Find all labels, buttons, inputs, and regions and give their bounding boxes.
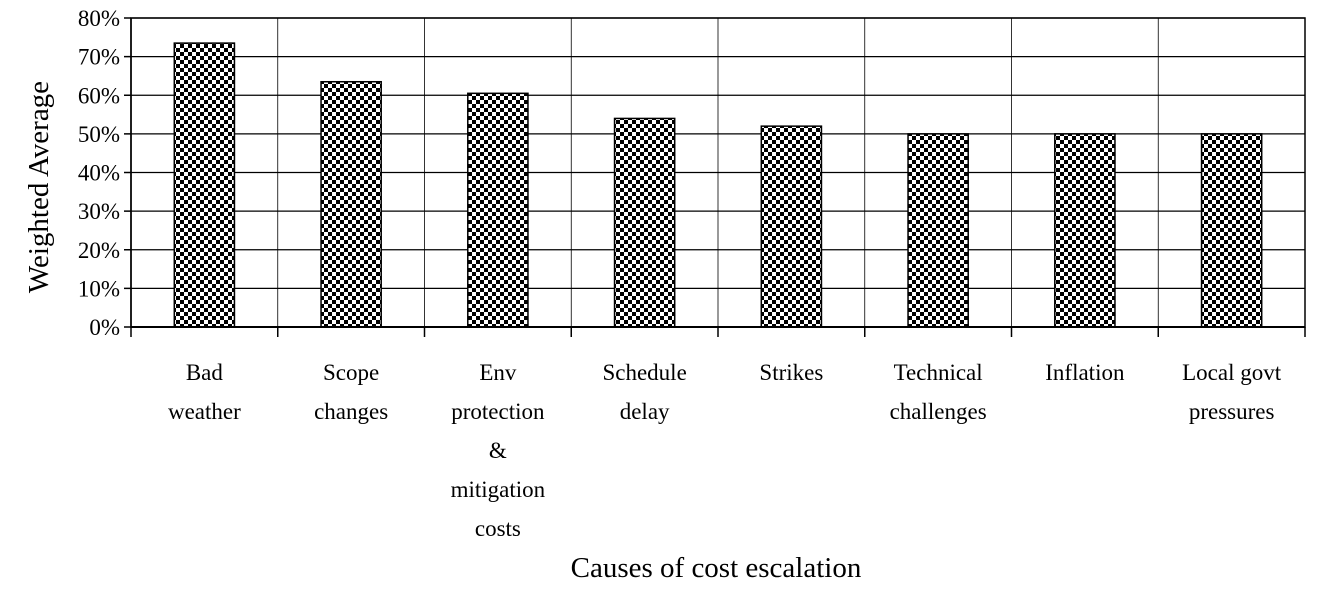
category-label: Bad weather: [168, 360, 241, 424]
category-label-line: mitigation: [451, 477, 546, 502]
bar: [907, 133, 969, 328]
y-tick-label: 30%: [78, 199, 120, 224]
bars: [173, 42, 1263, 328]
category-label: Scope changes: [314, 360, 388, 424]
category-label-line: Local govt: [1182, 360, 1282, 385]
category-label: Schedule delay: [602, 360, 686, 424]
gridlines: [131, 17, 1305, 327]
category-labels: Bad weather Scope changes Env protection & miti…: [168, 360, 1282, 541]
y-tick-label: 0%: [89, 315, 120, 340]
category-label-line: weather: [168, 399, 241, 424]
y-tick-label: 20%: [78, 238, 120, 263]
y-axis-title: Weighted Average: [23, 81, 55, 293]
category-label-line: Strikes: [759, 360, 823, 385]
y-tick-labels: 0% 10% 20% 30% 40% 50% 60% 70% 80%: [78, 6, 120, 340]
bar: [1054, 133, 1116, 328]
category-label-line: Inflation: [1045, 360, 1125, 385]
category-label: Local govt pressures: [1182, 360, 1282, 424]
category-label-line: Bad: [186, 360, 224, 385]
y-tick-label: 60%: [78, 83, 120, 108]
category-label-line: Env: [479, 360, 517, 385]
y-tick-label: 80%: [78, 6, 120, 31]
category-label: Env protection & mitigation costs: [451, 360, 546, 541]
category-label-line: Schedule: [602, 360, 686, 385]
category-label-line: Technical: [894, 360, 983, 385]
category-label-line: costs: [475, 516, 521, 541]
category-label-line: Scope: [323, 360, 379, 385]
category-label-line: protection: [451, 399, 545, 424]
y-tick-label: 50%: [78, 122, 120, 147]
bar: [467, 92, 529, 328]
y-tick-label: 40%: [78, 161, 120, 186]
bar: [613, 117, 676, 328]
y-tick-label: 70%: [78, 45, 120, 70]
bar: [760, 125, 823, 328]
category-label-line: delay: [620, 399, 670, 424]
category-label-line: &: [489, 438, 507, 463]
category-label: Inflation: [1045, 360, 1125, 385]
category-label: Technical challenges: [890, 360, 987, 424]
bar: [173, 42, 236, 328]
axes: [124, 17, 1306, 337]
category-label-line: challenges: [890, 399, 987, 424]
category-label-line: pressures: [1189, 399, 1275, 424]
category-label-line: changes: [314, 399, 388, 424]
category-label: Strikes: [759, 360, 823, 385]
y-tick-label: 10%: [78, 276, 120, 301]
x-axis-title: Causes of cost escalation: [571, 552, 862, 584]
bar: [320, 80, 382, 328]
bar: [1200, 133, 1263, 328]
